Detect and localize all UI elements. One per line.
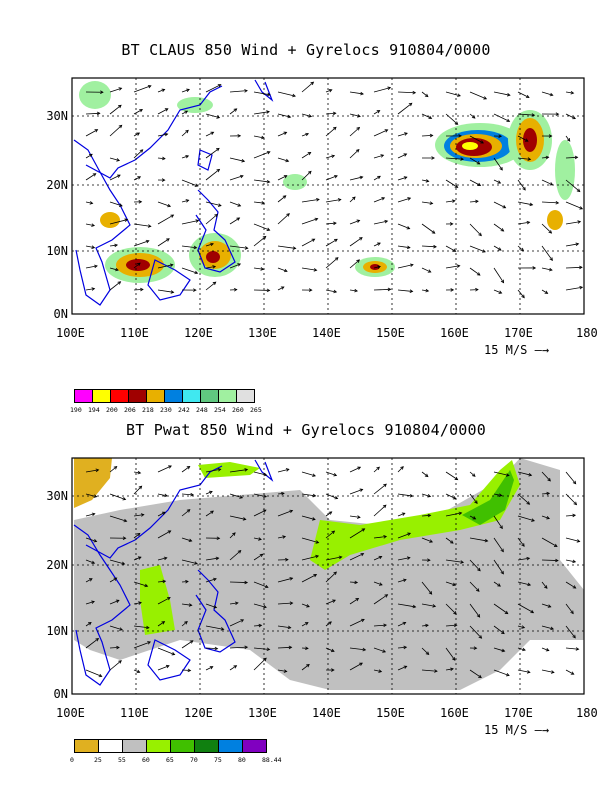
panel1-scale-arrow-icon: —→ (534, 343, 550, 357)
panel2-xtick: 120E (184, 706, 213, 720)
panel1-colorbar-label: 254 (214, 406, 226, 414)
panel1-colorbar-label: 260 (232, 406, 244, 414)
panel1-scale-text: 15 M/S (484, 343, 528, 357)
panel2-xtick: 160E (440, 706, 469, 720)
panel2-colorbar-swatch (218, 739, 243, 753)
panel2-colorbar-swatch (98, 739, 123, 753)
panel1-colorbar-label: 194 (88, 406, 100, 414)
panel1-ytick-30n: 30N (46, 109, 68, 123)
panel2-ytick-20n: 20N (46, 558, 68, 572)
panel1-ytick-10n: 10N (46, 244, 68, 258)
panel2-scale-text: 15 M/S (484, 723, 528, 737)
panel1-xtick: 170E (504, 326, 533, 340)
panel1-colorbar-label: 230 (160, 406, 172, 414)
panel2-ytick-30n: 30N (46, 489, 68, 503)
panel2-colorbar-swatch (170, 739, 195, 753)
panel1-ytick-0n: 0N (53, 307, 68, 321)
panel2-colorbar-label: 80 (238, 756, 246, 764)
panel1-xtick: 120E (184, 326, 213, 340)
panel2-colorbar-swatch (146, 739, 171, 753)
panel1-colorbar-label: 200 (106, 406, 118, 414)
panel2-colorbar-label: 65 (166, 756, 174, 764)
panel2-scale-label: 15 M/S —→ (484, 723, 549, 737)
panel1-colorbar-label: 248 (196, 406, 208, 414)
panel2-ytick-10n: 10N (46, 624, 68, 638)
panel2-colorbar-swatch (74, 739, 99, 753)
panel2-colorbar-swatch (242, 739, 267, 753)
panel2-xtick: 130E (248, 706, 277, 720)
panel1-xtick: 160E (440, 326, 469, 340)
panel2-pwat-shading (74, 458, 584, 690)
panel2-coastlines (73, 459, 274, 686)
panel2-colorbar-label: 75 (214, 756, 222, 764)
panel2-colorbar-label: 60 (142, 756, 150, 764)
panel1-xtick: 180 (576, 326, 598, 340)
panel1-scale-label: 15 M/S —→ (484, 343, 549, 357)
panel2-title: BT Pwat 850 Wind + Gyrelocs 910804/0000 (126, 421, 486, 439)
panel1-colorbar-label: 218 (142, 406, 154, 414)
panel2-scale-arrow-icon: —→ (534, 723, 550, 737)
panel1-cloud-shading (79, 81, 575, 283)
panel1-coastlines (73, 79, 274, 306)
panel2-ytick-0n: 0N (53, 687, 68, 701)
panel1-xtick: 130E (248, 326, 277, 340)
panel1-title: BT CLAUS 850 Wind + Gyrelocs 910804/0000 (121, 41, 491, 59)
panel1-colorbar-label: 265 (250, 406, 262, 414)
panel2-frame (71, 457, 585, 695)
panel1-colorbar-label: 190 (70, 406, 82, 414)
panel2-xtick: 110E (120, 706, 149, 720)
panel2-colorbar-swatch (194, 739, 219, 753)
panel1-frame (71, 77, 585, 315)
panel1-xtick: 110E (120, 326, 149, 340)
panel2-wind-vectors (85, 465, 581, 679)
panel2-xtick: 140E (312, 706, 341, 720)
panel2-colorbar-swatch (122, 739, 147, 753)
panel2-xtick: 150E (376, 706, 405, 720)
panel2-grid (72, 458, 584, 694)
panel1-xtick: 140E (312, 326, 341, 340)
panel1-wind-vectors (85, 81, 584, 299)
panel2-colorbar-label: 25 (94, 756, 102, 764)
panel1-xtick: 100E (56, 326, 85, 340)
panel2-xtick: 180 (576, 706, 598, 720)
panel1-map (71, 77, 585, 315)
panel1-ytick-20n: 20N (46, 178, 68, 192)
panel2-colorbar-label: 55 (118, 756, 126, 764)
panel2-colorbar (74, 739, 267, 753)
panel2-xtick: 100E (56, 706, 85, 720)
panel2-xtick: 170E (504, 706, 533, 720)
panel1-colorbar-label: 242 (178, 406, 190, 414)
panel1-colorbar (74, 389, 255, 403)
panel2-colorbar-label: 88.44 (262, 756, 282, 764)
panel1-colorbar-swatch (236, 389, 255, 403)
panel2-colorbar-label: 70 (190, 756, 198, 764)
panel1-xtick: 150E (376, 326, 405, 340)
panel1-colorbar-label: 206 (124, 406, 136, 414)
panel2-colorbar-label: 0 (70, 756, 74, 764)
